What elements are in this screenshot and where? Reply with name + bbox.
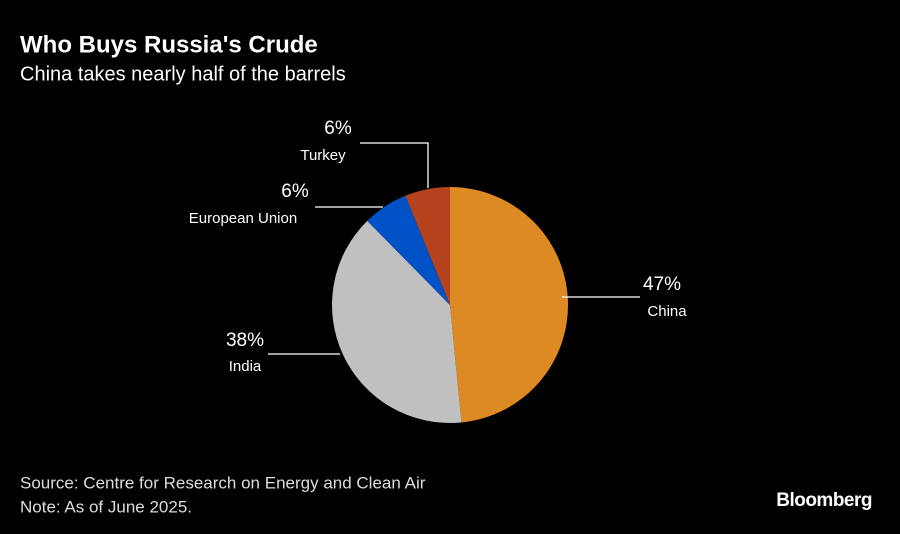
value-label: 47% [643,274,681,295]
value-label: 6% [281,181,309,202]
category-label: China [647,303,687,320]
pie-slice [367,195,450,305]
logo: Bloomberg [776,490,872,511]
pie-slice [450,187,569,423]
value-label: 38% [226,330,264,351]
source: Source: Centre for Research on Energy an… [20,473,426,492]
pie-slice [331,220,462,423]
leader-line [360,142,429,188]
pie-slice [405,187,450,305]
chart-title: Who Buys Russia's Crude [20,31,318,58]
category-label: European Union [189,210,297,227]
category-label: Turkey [300,147,346,164]
chart-subtitle: China takes nearly half of the barrels [20,63,346,85]
category-label: India [229,358,262,375]
note: Note: As of June 2025. [20,497,192,516]
value-label: 6% [324,118,352,139]
